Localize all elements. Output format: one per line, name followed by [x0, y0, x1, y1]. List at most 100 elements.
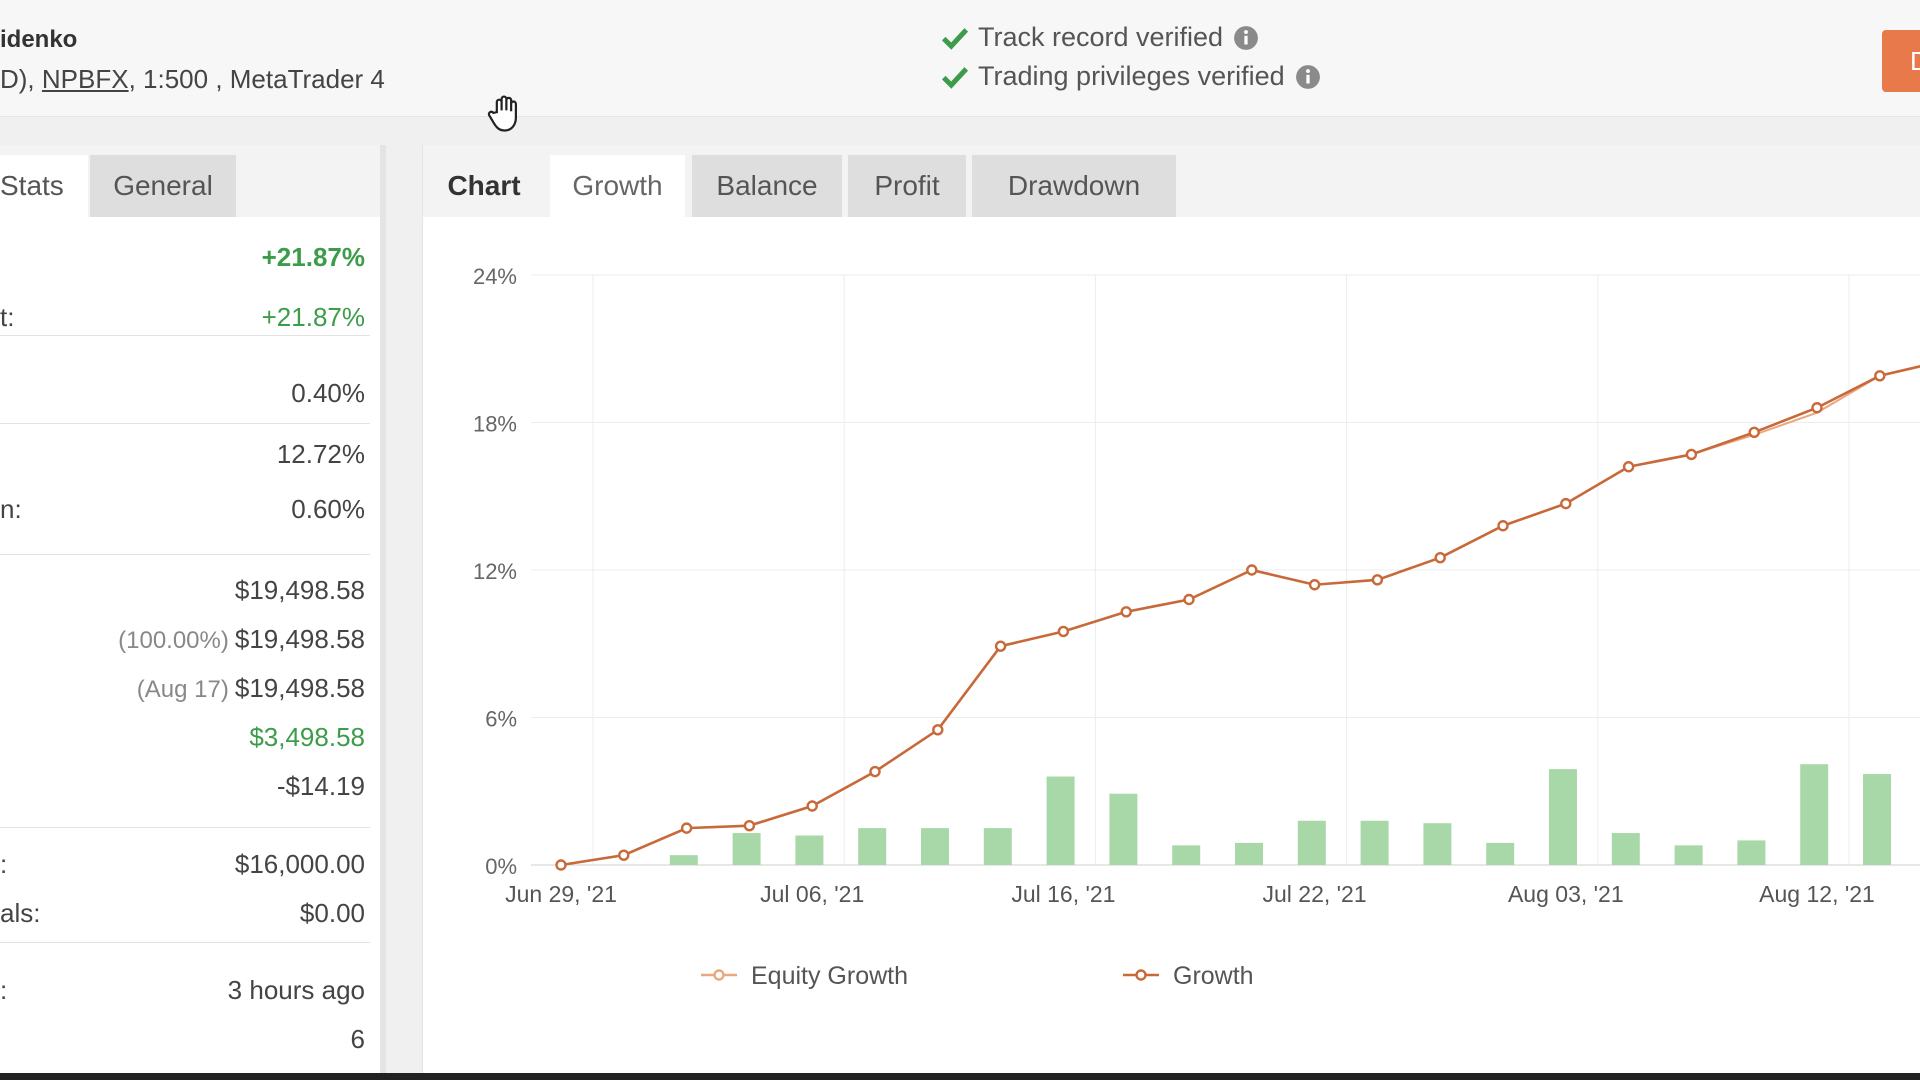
data-point: [1246, 564, 1258, 576]
bar: [1486, 842, 1515, 865]
trading-privileges-verified: Trading privileges verified: [940, 61, 1321, 92]
stat-value: 0.60%: [291, 494, 365, 525]
data-point: [1874, 370, 1886, 382]
stat-value: $0.00: [300, 898, 365, 929]
bar: [1423, 823, 1452, 865]
stat-value-text: $3,498.58: [249, 722, 365, 752]
account-details: D), NPBFX, 1:500 , MetaTrader 4: [0, 64, 385, 95]
check-icon: [941, 27, 969, 50]
stat-value: 6: [351, 1024, 365, 1055]
stat-value-text: $19,498.58: [234, 624, 365, 654]
tab-drawdown[interactable]: Drawdown: [972, 155, 1176, 217]
data-point: [1622, 461, 1635, 473]
header-action-button[interactable]: D: [1882, 30, 1920, 92]
chart-panel: Chart Growth Balance Profit Drawdown 0% 6…: [422, 145, 1920, 1080]
bar: [1674, 845, 1703, 865]
stat-value-text: $19,498.58: [234, 575, 365, 605]
stat-value-text: +21.87%: [261, 302, 365, 332]
series-line-growth: [560, 365, 1920, 867]
bar: [1109, 793, 1138, 865]
stat-value: -$14.19: [277, 771, 365, 802]
growth-chart[interactable]: 0% 6% 12% 18% 24% Jun 29, '21 Jul 06, '21 Jul 1…: [423, 145, 1920, 1080]
stat-value: +21.87%: [262, 302, 365, 333]
stats-separator: [0, 554, 370, 555]
bar: [1235, 842, 1263, 865]
data-point: [743, 819, 756, 832]
account-name: idenko: [0, 26, 78, 53]
stat-row: -$14.19: [0, 771, 365, 811]
data-point: [680, 822, 693, 834]
stat-row: t: +21.87%: [0, 302, 365, 342]
stat-value: 3 hours ago: [228, 975, 365, 1006]
stat-value: +21.87%: [262, 242, 365, 273]
broker-link[interactable]: NPBFX: [41, 64, 129, 94]
stat-label: n:: [0, 494, 22, 524]
stat-value: $3,498.58: [249, 722, 365, 753]
data-point: [1371, 574, 1384, 586]
stat-value: $16,000.00: [235, 849, 365, 880]
trading-privileges-label: Trading privileges verified: [978, 61, 1285, 91]
stat-row: 12.72%: [0, 439, 365, 479]
stat-value-text: 0.60%: [291, 494, 365, 524]
tab-balance[interactable]: Balance: [692, 155, 842, 217]
data-point: [1811, 402, 1823, 414]
bar: [1172, 845, 1201, 865]
data-point: [1434, 552, 1446, 564]
stats-separator: [0, 423, 370, 424]
stat-value-text: 6: [350, 1024, 365, 1054]
stat-value-text: 3 hours ago: [227, 975, 365, 1005]
bar: [1360, 820, 1389, 865]
stat-row: (Aug 17) $19,498.58: [0, 673, 365, 713]
legend-swatch-marker: [713, 969, 725, 981]
stat-value: (100.00%) $19,498.58: [118, 624, 365, 655]
info-icon[interactable]: [1233, 25, 1259, 51]
track-record-verified: Track record verified: [940, 22, 1259, 53]
stat-row: : $16,000.00: [0, 849, 365, 889]
data-point: [869, 765, 881, 778]
bar: [1863, 774, 1891, 865]
data-point: [1183, 593, 1195, 606]
stat-value-text: -$14.19: [276, 771, 365, 801]
tab-general[interactable]: General: [90, 155, 236, 217]
y-tick-label: 12%: [473, 559, 517, 584]
stat-row: +21.87%: [0, 242, 365, 282]
legend-label: Growth: [1173, 962, 1254, 990]
stat-value-text: 12.72%: [276, 439, 365, 469]
stat-value: 0.40%: [291, 378, 365, 409]
data-point: [932, 724, 944, 736]
stats-separator: [0, 335, 370, 336]
y-tick-label: 6%: [485, 707, 517, 732]
bar: [1611, 833, 1640, 865]
data-point: [1685, 448, 1698, 461]
check-icon: [941, 66, 969, 89]
bar: [1297, 820, 1326, 865]
tab-stats[interactable]: Stats: [0, 155, 88, 217]
stats-separator: [0, 827, 370, 828]
bar: [1737, 840, 1766, 865]
bar: [983, 828, 1012, 865]
info-icon[interactable]: [1295, 64, 1321, 90]
stat-row: 0.40%: [0, 378, 365, 418]
stat-value: (Aug 17) $19,498.58: [137, 673, 365, 704]
stat-label: :: [0, 975, 8, 1005]
stat-row: 6: [0, 1024, 365, 1064]
stats-panel: Stats General +21.87% t: +21.87% 0.40% 12.72…: [0, 145, 386, 1080]
account-header: idenko D), NPBFX, 1:500 , MetaTrader 4 T…: [0, 0, 1920, 117]
stat-value-text: $16,000.00: [234, 849, 365, 879]
bar: [669, 855, 698, 865]
stat-value-text: $19,498.58: [234, 673, 365, 703]
y-tick-label: 0%: [485, 854, 517, 879]
tab-growth[interactable]: Growth: [550, 155, 685, 217]
data-point: [1120, 606, 1132, 618]
bar: [921, 828, 949, 865]
bottom-bar: [0, 1073, 1920, 1080]
x-tick-label: Aug 12, '21: [1759, 881, 1875, 907]
account-sub-prefix: D),: [0, 64, 35, 94]
stat-prefix: (100.00%): [118, 627, 229, 654]
tab-profit[interactable]: Profit: [848, 155, 966, 217]
x-tick-label: Jun 29, '21: [505, 881, 617, 907]
stats-tabs: Stats General: [0, 145, 380, 217]
stat-label: als:: [0, 898, 41, 928]
legend-swatch-marker: [1135, 969, 1147, 981]
stat-row: : 3 hours ago: [0, 975, 365, 1015]
